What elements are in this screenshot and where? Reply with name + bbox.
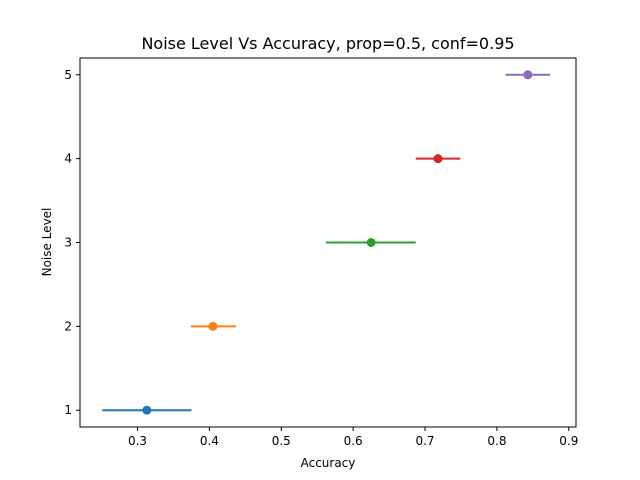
data-point-3	[366, 238, 376, 247]
data-point-1	[142, 405, 152, 415]
x-tick-label-0: 0.3	[128, 434, 147, 448]
x-tick-label-6: 0.9	[559, 434, 578, 448]
y-tick-label-2: 3	[64, 236, 72, 250]
y-tick-label-3: 4	[64, 152, 72, 166]
x-axis-label: Accuracy	[301, 456, 356, 470]
y-tick-label-4: 5	[64, 68, 72, 82]
x-tick-label-1: 0.4	[200, 434, 219, 448]
chart-title: Noise Level Vs Accuracy, prop=0.5, conf=…	[141, 34, 514, 53]
y-axis-label: Noise Level	[40, 208, 54, 277]
y-tick-label-1: 2	[64, 319, 72, 333]
data-point-5	[523, 70, 533, 80]
x-tick-label-4: 0.7	[415, 434, 434, 448]
data-point-2	[208, 321, 218, 331]
x-tick-label-3: 0.6	[344, 434, 363, 448]
y-tick-label-0: 1	[64, 403, 72, 417]
plot-area: 0.3 0.4 0.5 0.6 0.7 0.8 0.9 1 2 3 4 5	[64, 57, 578, 448]
x-tick-label-5: 0.8	[487, 434, 506, 448]
plot-frame	[79, 57, 577, 428]
x-tick-label-2: 0.5	[272, 434, 291, 448]
data-point-4	[433, 154, 443, 164]
